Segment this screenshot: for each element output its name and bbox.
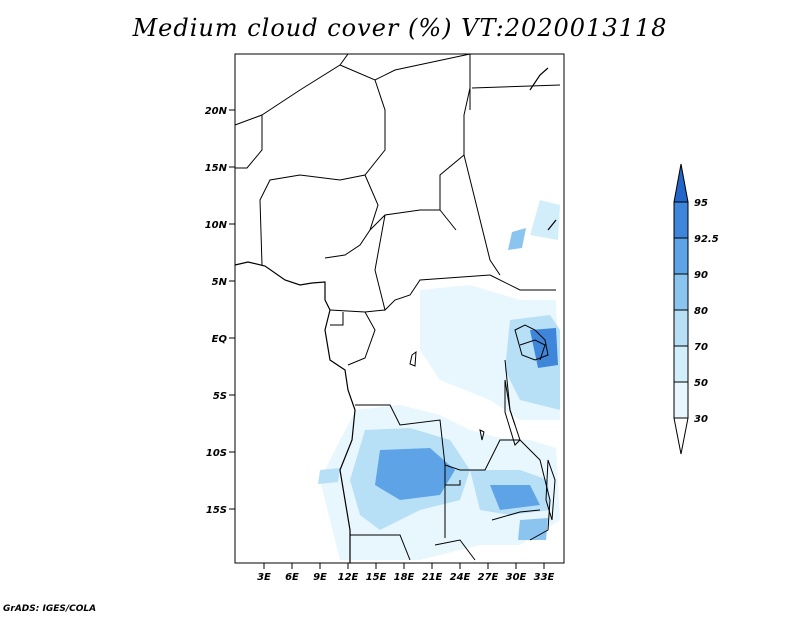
lon-label: 33E bbox=[534, 572, 555, 583]
lon-label: 3E bbox=[257, 572, 271, 583]
lon-label: 6E bbox=[285, 572, 299, 583]
grads-credit: GrADS: IGES/COLA bbox=[3, 604, 97, 614]
colorbar-label: 92.5 bbox=[694, 234, 719, 245]
lon-label: 21E bbox=[422, 572, 443, 583]
lat-label: EQ bbox=[212, 334, 228, 345]
lakes bbox=[409, 324, 556, 521]
lat-label: 5N bbox=[212, 277, 228, 288]
colorbar-swatch bbox=[673, 345, 689, 383]
lon-label: 12E bbox=[338, 572, 359, 583]
lon-label: 30E bbox=[506, 572, 527, 583]
lon-label: 24E bbox=[450, 572, 471, 583]
cloud-cover-field bbox=[318, 200, 560, 560]
lat-label: 10N bbox=[205, 220, 228, 231]
colorbar-bottom-arrow bbox=[673, 417, 689, 455]
colorbar-swatch bbox=[673, 381, 689, 419]
lat-label: 15S bbox=[206, 505, 227, 516]
lat-label: 15N bbox=[205, 163, 228, 174]
lat-label: 5S bbox=[213, 391, 227, 402]
colorbar-swatch bbox=[673, 273, 689, 311]
lon-label: 9E bbox=[313, 572, 327, 583]
lon-label: 18E bbox=[394, 572, 415, 583]
colorbar-label: 30 bbox=[694, 414, 708, 425]
colorbar-top-arrow bbox=[673, 163, 689, 203]
colorbar-swatch bbox=[673, 309, 689, 347]
colorbar-label: 70 bbox=[694, 342, 708, 353]
colorbar: 30 50 70 80 90 92.5 95 bbox=[673, 163, 719, 455]
country-borders bbox=[234, 53, 561, 561]
colorbar-swatch bbox=[673, 201, 689, 239]
colorbar-label: 90 bbox=[694, 270, 708, 281]
lon-axis: 3E 6E 9E 12E 15E 18E 21E 24E 27E 30E 33E bbox=[257, 563, 555, 583]
coastline bbox=[234, 67, 557, 563]
colorbar-label: 95 bbox=[694, 198, 708, 209]
colorbar-label: 50 bbox=[694, 378, 708, 389]
lat-axis: 20N 15N 10N 5N EQ 5S 10S 15S bbox=[205, 106, 235, 516]
lat-label: 10S bbox=[206, 448, 227, 459]
colorbar-label: 80 bbox=[694, 306, 708, 317]
map-title: Medium cloud cover (%) VT:2020013118 bbox=[132, 14, 668, 42]
lat-label: 20N bbox=[205, 106, 228, 117]
lon-label: 15E bbox=[366, 572, 387, 583]
colorbar-swatch bbox=[673, 237, 689, 275]
lon-label: 27E bbox=[478, 572, 499, 583]
